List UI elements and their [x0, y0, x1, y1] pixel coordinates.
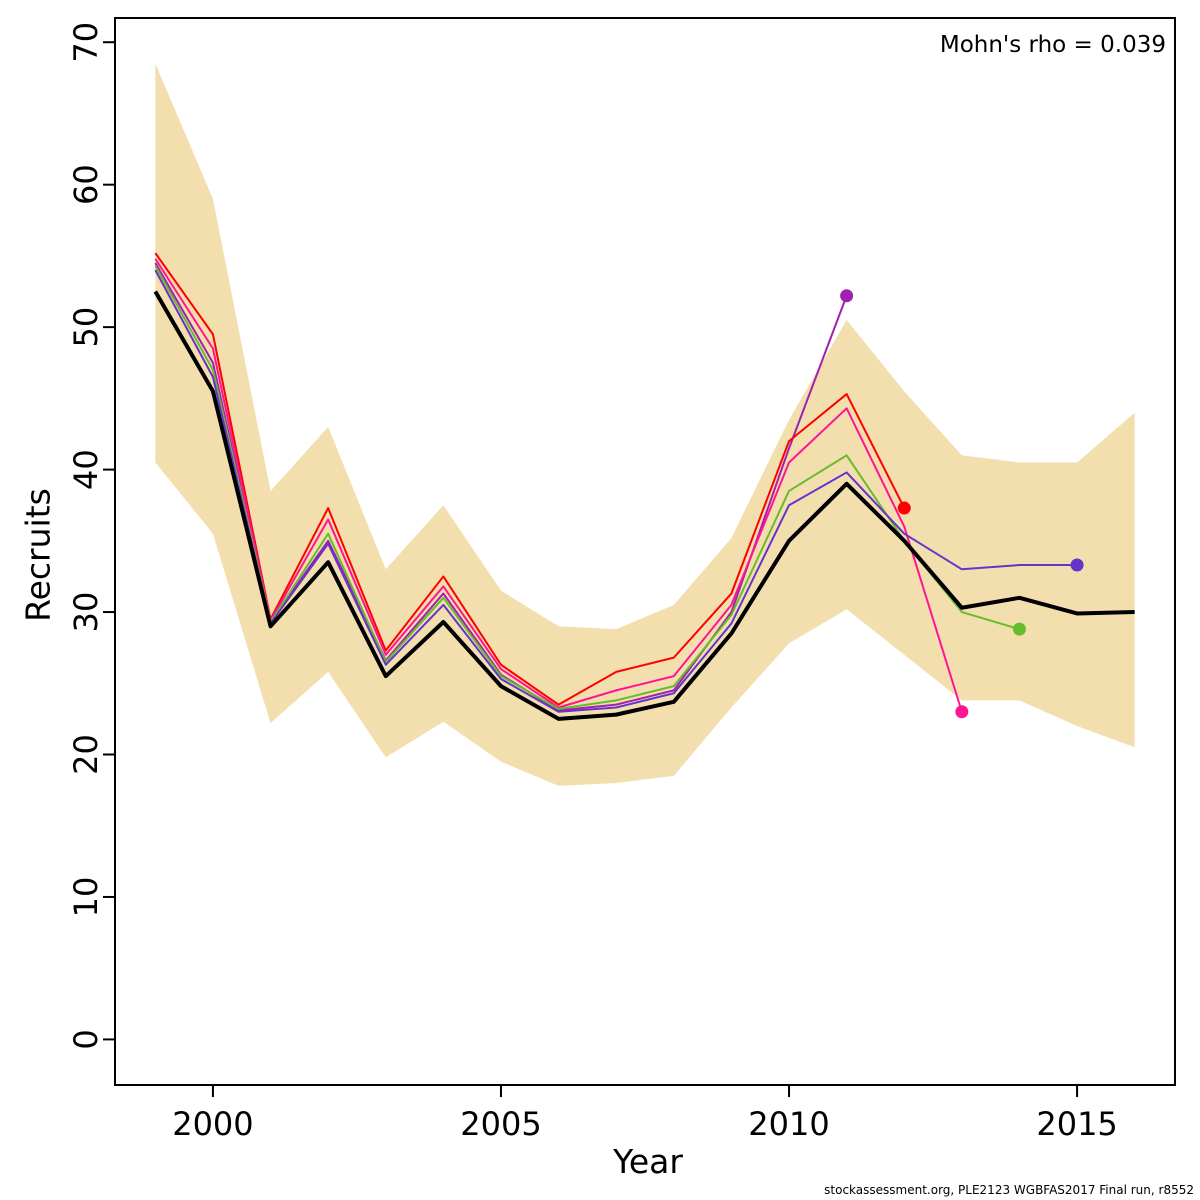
retro-endpoint-2014: [1012, 622, 1026, 636]
x-tick-label: 2015: [1036, 1105, 1117, 1143]
y-tick-label: 0: [67, 1029, 105, 1049]
x-axis-label: Year: [613, 1142, 683, 1181]
retro-line-2013: [154, 258, 963, 713]
plot-border: [114, 17, 1176, 1086]
confidence-band: [155, 63, 1135, 786]
y-tick-label: 30: [67, 592, 105, 633]
retro-line-2014: [154, 265, 1020, 710]
y-tick-label: 50: [67, 307, 105, 348]
retro-endpoint-2015: [1070, 558, 1084, 572]
mohns-rho-annotation: Mohn's rho = 0.039: [939, 32, 1166, 58]
x-tick-label: 2000: [172, 1105, 253, 1143]
y-tick-label: 10: [67, 877, 105, 918]
retro-line-2012: [154, 252, 906, 706]
x-tick-label: 2005: [460, 1105, 541, 1143]
retro-endpoint-2011: [840, 289, 854, 303]
final-run-line: [153, 290, 1135, 721]
source-footer-text: stockassessment.org, PLE2123 WGBFAS2017 …: [824, 1183, 1194, 1197]
y-axis-label: Recruits: [18, 488, 58, 622]
x-tick-label: 2010: [748, 1105, 829, 1143]
y-tick-label: 40: [67, 449, 105, 490]
y-tick-label: 20: [67, 734, 105, 775]
y-tick-label: 60: [67, 164, 105, 205]
retro-line-2015: [154, 269, 1078, 713]
retro-endpoint-2012: [897, 501, 911, 515]
y-tick-label: 70: [67, 22, 105, 63]
retro-endpoint-2013: [955, 705, 969, 719]
